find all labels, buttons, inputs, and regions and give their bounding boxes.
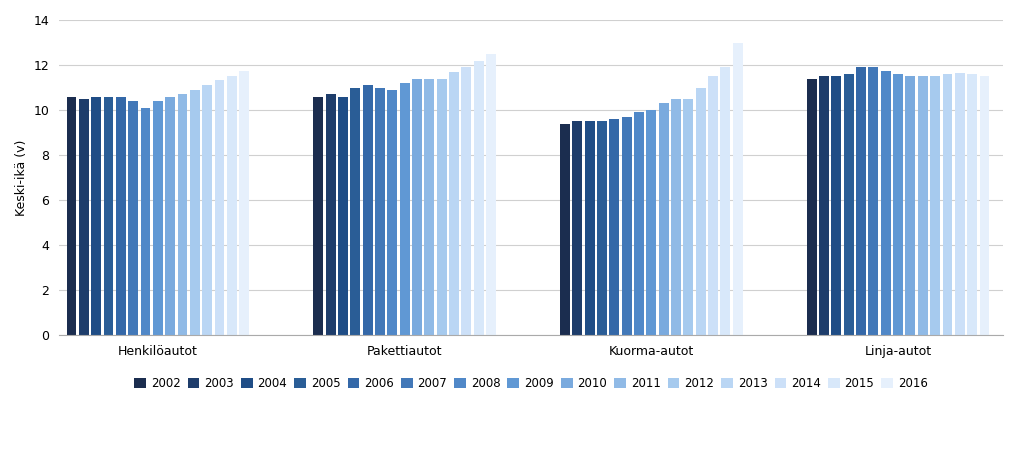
Bar: [91, 97, 101, 335]
Bar: [239, 70, 250, 335]
Bar: [720, 67, 730, 335]
Bar: [647, 110, 657, 335]
Bar: [203, 85, 212, 335]
Bar: [869, 67, 879, 335]
Bar: [893, 74, 903, 335]
Bar: [696, 88, 706, 335]
Bar: [659, 103, 669, 335]
Y-axis label: Keski-ikä (v): Keski-ikä (v): [15, 139, 28, 216]
Bar: [560, 123, 570, 335]
Bar: [362, 85, 372, 335]
Bar: [979, 76, 989, 335]
Bar: [375, 88, 385, 335]
Bar: [807, 79, 816, 335]
Bar: [486, 54, 496, 335]
Bar: [732, 43, 743, 335]
Bar: [671, 99, 681, 335]
Bar: [597, 121, 607, 335]
Bar: [166, 97, 175, 335]
Bar: [190, 90, 199, 335]
Bar: [819, 76, 829, 335]
Bar: [325, 94, 336, 335]
Bar: [103, 97, 114, 335]
Bar: [573, 121, 582, 335]
Bar: [622, 117, 631, 335]
Legend: 2002, 2003, 2004, 2005, 2006, 2007, 2008, 2009, 2010, 2011, 2012, 2013, 2014, 20: 2002, 2003, 2004, 2005, 2006, 2007, 2008…: [130, 373, 933, 395]
Bar: [918, 76, 928, 335]
Bar: [128, 101, 138, 335]
Bar: [610, 119, 619, 335]
Bar: [227, 76, 236, 335]
Bar: [388, 90, 397, 335]
Bar: [313, 97, 323, 335]
Bar: [942, 74, 952, 335]
Bar: [856, 67, 866, 335]
Bar: [881, 70, 891, 335]
Bar: [400, 83, 409, 335]
Bar: [954, 73, 965, 335]
Bar: [634, 112, 643, 335]
Bar: [461, 67, 472, 335]
Bar: [585, 121, 594, 335]
Bar: [844, 74, 853, 335]
Bar: [437, 79, 447, 335]
Bar: [683, 99, 694, 335]
Bar: [832, 76, 841, 335]
Bar: [412, 79, 421, 335]
Bar: [178, 94, 187, 335]
Bar: [967, 74, 977, 335]
Bar: [930, 76, 940, 335]
Bar: [474, 61, 484, 335]
Bar: [708, 76, 718, 335]
Bar: [425, 79, 434, 335]
Bar: [338, 97, 348, 335]
Bar: [79, 99, 89, 335]
Bar: [66, 97, 77, 335]
Bar: [116, 97, 126, 335]
Bar: [215, 79, 224, 335]
Bar: [152, 101, 163, 335]
Bar: [449, 72, 459, 335]
Bar: [350, 88, 360, 335]
Bar: [905, 76, 916, 335]
Bar: [140, 108, 150, 335]
